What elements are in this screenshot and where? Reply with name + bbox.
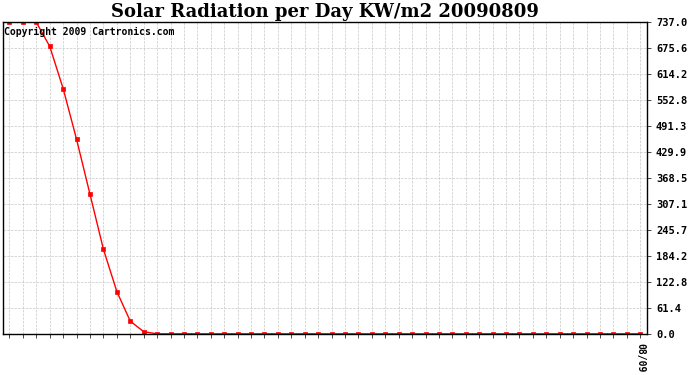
Text: Copyright 2009 Cartronics.com: Copyright 2009 Cartronics.com: [4, 27, 175, 37]
Title: Solar Radiation per Day KW/m2 20090809: Solar Radiation per Day KW/m2 20090809: [111, 3, 539, 21]
